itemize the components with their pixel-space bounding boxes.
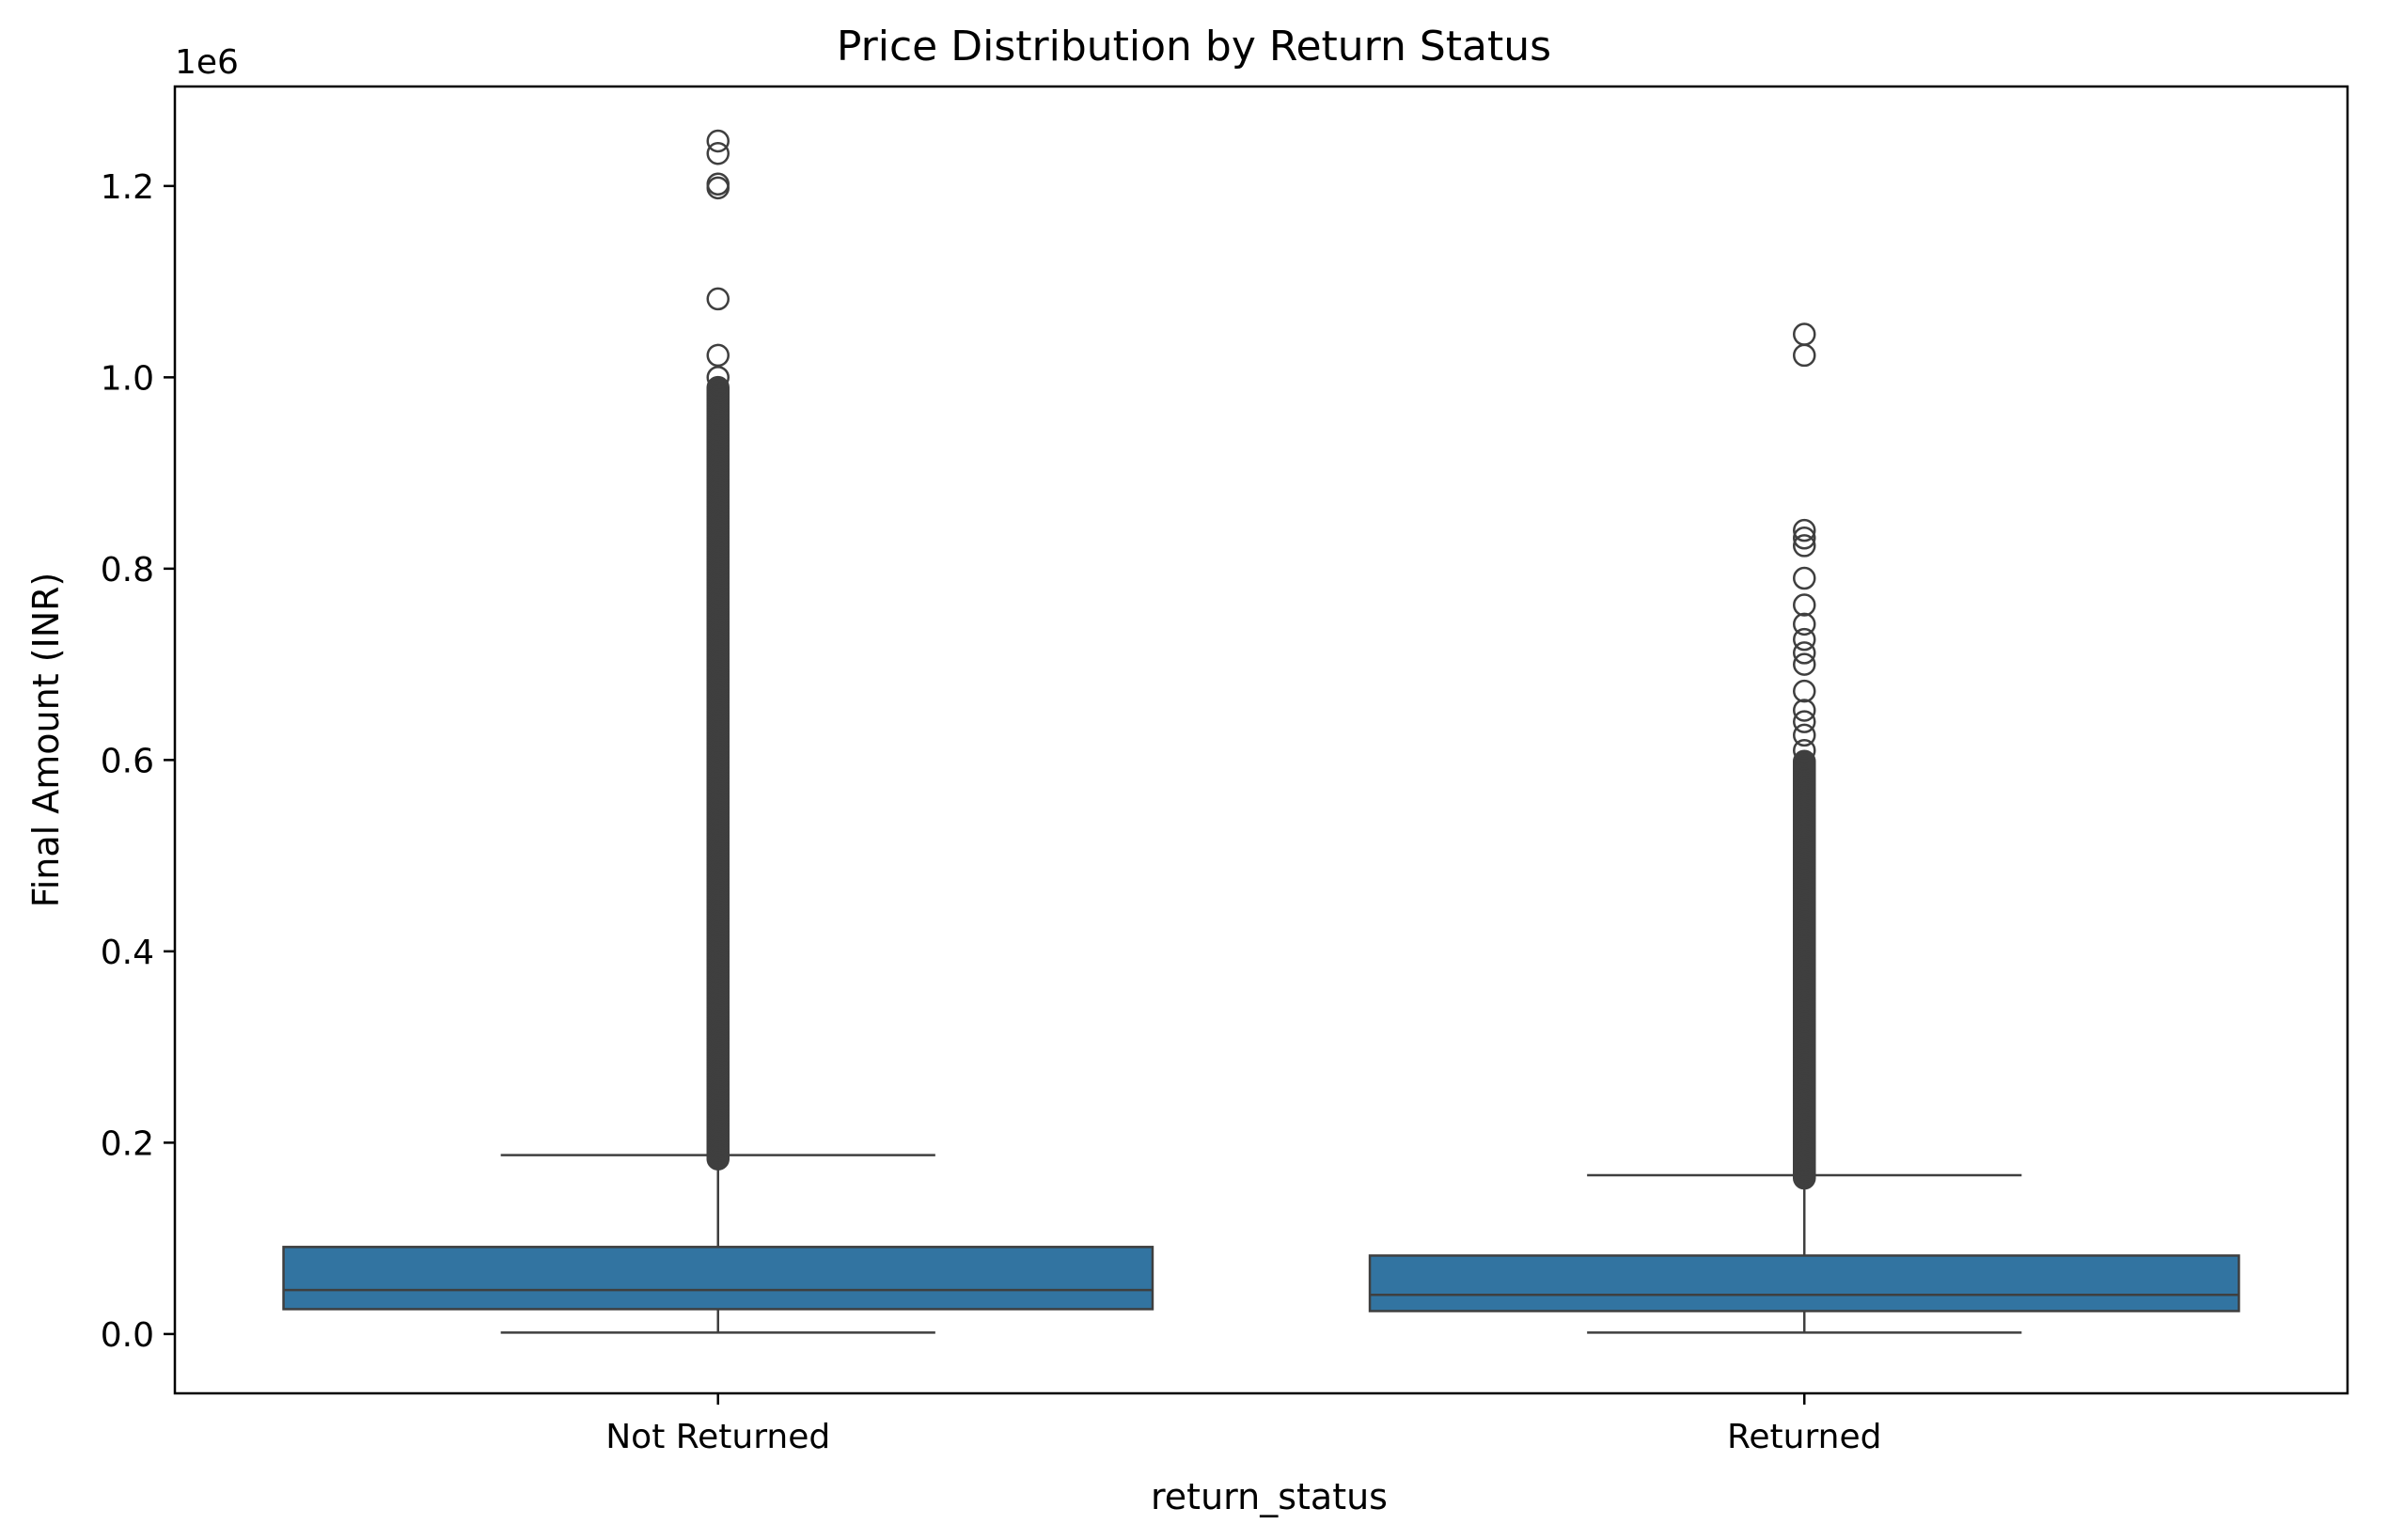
outlier-point	[706, 141, 730, 165]
y-tick-label: 0.6	[101, 742, 154, 780]
y-offset-label: 1e6	[175, 43, 239, 82]
chart-title: Price Distribution by Return Status	[837, 23, 1551, 71]
outlier-point	[1793, 710, 1816, 733]
box-group	[1368, 322, 2240, 1334]
outlier-point	[706, 375, 730, 400]
y-tick-label: 0.2	[101, 1124, 154, 1163]
y-axis-label: Final Amount (INR)	[25, 573, 67, 908]
iqr-box	[282, 1246, 1154, 1311]
outlier-point	[1793, 518, 1816, 542]
y-tick-label: 0.8	[101, 551, 154, 589]
y-tick-label: 0.0	[101, 1316, 154, 1355]
iqr-box	[1368, 1254, 2240, 1312]
x-axis: Not Returned Returned	[605, 1393, 1881, 1456]
outlier-point	[1793, 749, 1816, 774]
outlier-point	[1793, 699, 1816, 722]
outlier-point	[706, 172, 730, 196]
outlier-point	[1793, 652, 1816, 676]
outlier-point	[706, 287, 730, 311]
outlier-point	[1793, 526, 1816, 550]
outlier-point	[1793, 534, 1816, 558]
outlier-point	[1793, 641, 1816, 665]
plot-frame	[173, 85, 2349, 1395]
y-tick-label: 0.4	[101, 934, 154, 972]
y-axis: 0.0 0.2 0.4 0.6 0.8 1.0 1.2	[101, 168, 175, 1355]
outlier-point	[706, 129, 730, 153]
outlier-point	[706, 366, 730, 389]
outlier-point	[1793, 679, 1816, 703]
box-group	[282, 129, 1154, 1334]
outlier-point	[706, 343, 730, 368]
plot-marks	[282, 129, 2240, 1334]
y-tick-label: 1.2	[101, 168, 154, 207]
outlier-point	[1793, 322, 1816, 346]
x-axis-label: return_status	[1151, 1476, 1388, 1517]
x-tick-label: Not Returned	[605, 1418, 830, 1456]
outlier-point	[1793, 723, 1816, 747]
y-tick-label: 1.0	[101, 359, 154, 398]
outlier-point	[1793, 593, 1816, 617]
outlier-point	[1793, 738, 1816, 762]
outlier-point	[1793, 627, 1816, 652]
outlier-point	[1793, 566, 1816, 590]
outlier-point	[1793, 612, 1816, 636]
x-tick-label: Returned	[1727, 1418, 1881, 1456]
